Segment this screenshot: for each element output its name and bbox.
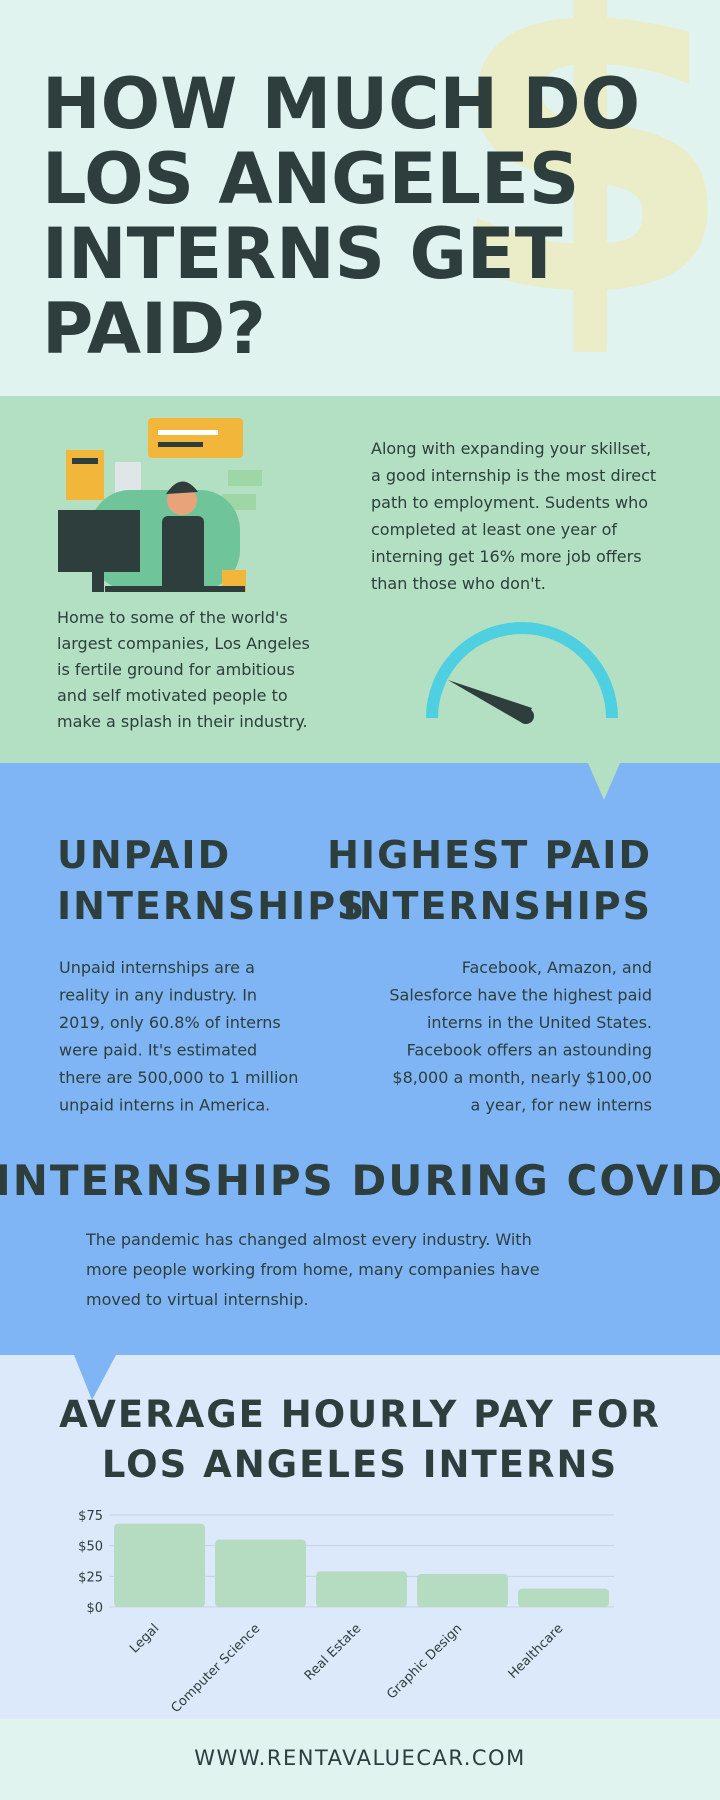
y-tick-label: $50 [78, 1540, 103, 1555]
y-tick-label: $0 [86, 1601, 103, 1616]
gauge [426, 622, 618, 724]
intro-text: make a splash in their industry. [57, 712, 308, 731]
title-line: PAID? [42, 288, 266, 370]
footer-bg [0, 1719, 720, 1800]
section-heading: INTERNSHIPS [57, 884, 366, 928]
header-bg [0, 0, 720, 396]
intro-text: is fertile ground for ambitious [57, 660, 295, 679]
section-text: more people working from home, many comp… [86, 1260, 540, 1279]
dollar-decoration: $ [444, 0, 720, 390]
bar [417, 1573, 508, 1607]
intro-text: interning get 16% more job offers [371, 547, 642, 566]
section-text: reality in any industry. In [59, 986, 257, 1005]
section-text: $8,000 a month, nearly $100,00 [392, 1068, 652, 1087]
intro-text: Along with expanding your skillset, [371, 439, 651, 458]
section-text: unpaid interns in America. [59, 1096, 270, 1115]
intro-text: and self motivated people to [57, 686, 288, 705]
section-heading: INTERNSHIPS DURING COVID [0, 1156, 720, 1205]
intro-text: completed at least one year of [371, 520, 617, 539]
y-tick-label: $25 [78, 1570, 103, 1585]
intro-text: Home to some of the world's [57, 608, 288, 627]
chart-title: AVERAGE HOURLY PAY FOR [59, 1393, 661, 1436]
section-text: 2019, only 60.8% of interns [59, 1013, 281, 1032]
section-text: Salesforce have the highest paid [389, 986, 652, 1005]
section-heading: UNPAID [57, 833, 231, 877]
pointer [588, 763, 620, 800]
section-text: moved to virtual internship. [86, 1290, 309, 1309]
section-text: Facebook, Amazon, and [462, 958, 652, 977]
section-text: The pandemic has changed almost every in… [85, 1230, 532, 1249]
footer-url: WWW.RENTAVALUECAR.COM [194, 1746, 525, 1770]
bar [518, 1588, 609, 1607]
pointer [74, 1355, 116, 1400]
title-line: LOS ANGELES [42, 138, 579, 220]
intro-text: largest companies, Los Angeles [57, 634, 310, 653]
section-text: were paid. It's estimated [59, 1041, 257, 1060]
bar [114, 1523, 205, 1607]
section-heading: INTERNSHIPS [343, 884, 652, 928]
info-bg [0, 763, 720, 1355]
section-heading: HIGHEST PAID [327, 833, 652, 877]
section-text: interns in the United States. [427, 1013, 652, 1032]
chart-title: LOS ANGELES INTERNS [102, 1443, 618, 1486]
intro-text: path to employment. Sudents who [371, 493, 648, 512]
section-text: there are 500,000 to 1 million [59, 1068, 298, 1087]
intro-text: than those who don't. [371, 574, 546, 593]
title-line: HOW MUCH DO [42, 63, 640, 145]
bar [316, 1571, 407, 1607]
y-tick-label: $75 [78, 1509, 103, 1524]
bar [215, 1539, 306, 1607]
section-text: Facebook offers an astounding [407, 1041, 652, 1060]
illustration [58, 418, 262, 592]
intro-text: a good internship is the most direct [371, 466, 656, 485]
section-text: Unpaid internships are a [59, 958, 255, 977]
title-line: INTERNS GET [42, 213, 563, 295]
section-text: a year, for new interns [471, 1096, 652, 1115]
